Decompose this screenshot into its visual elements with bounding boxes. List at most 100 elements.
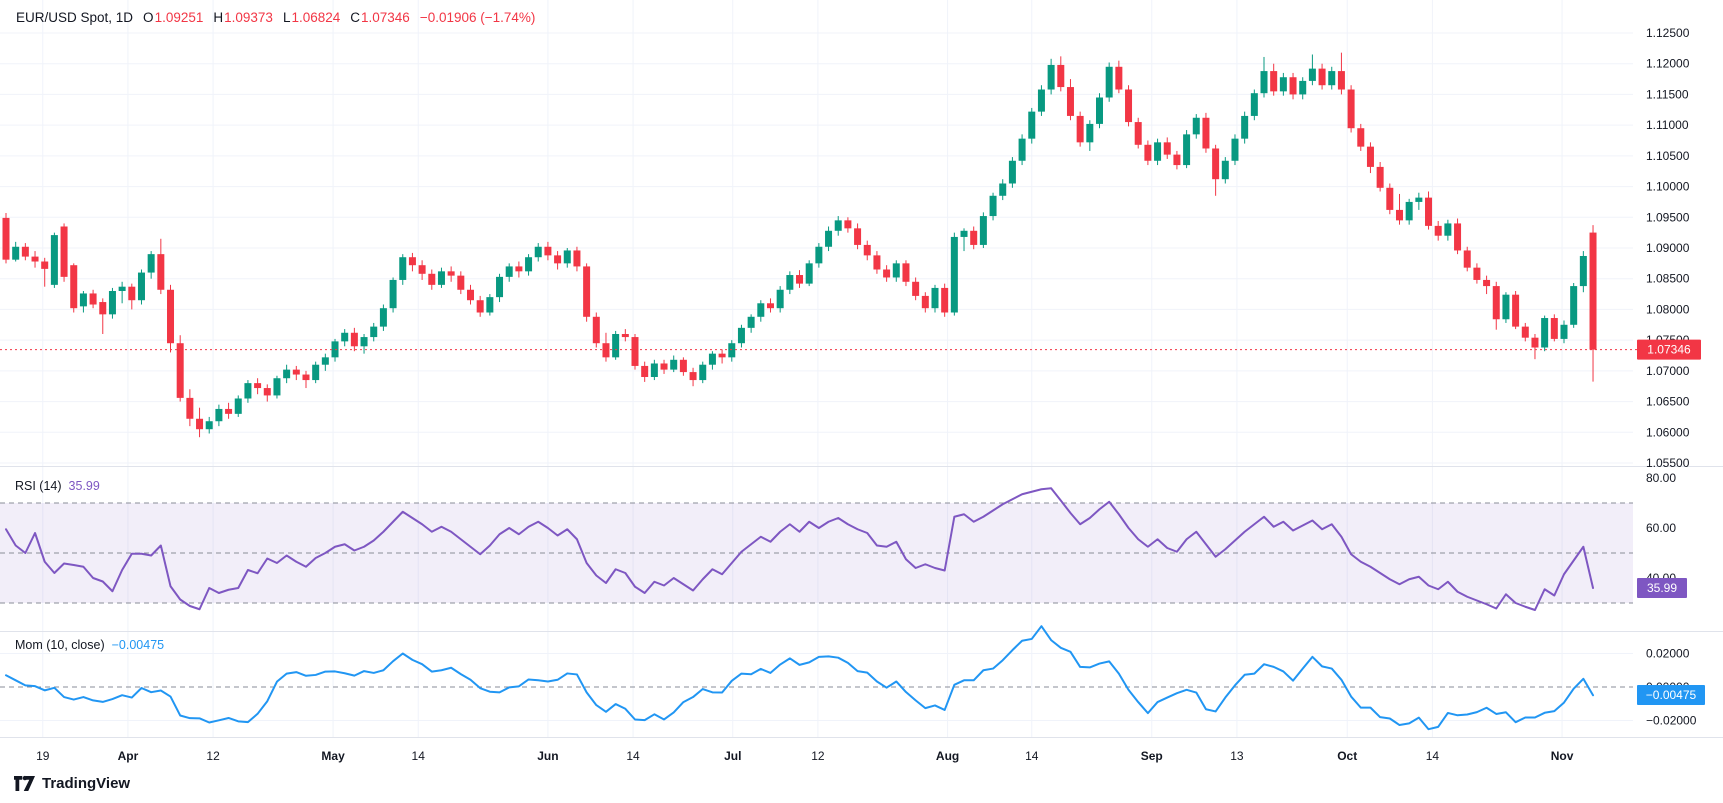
candle-body[interactable] xyxy=(283,369,291,379)
candle-body[interactable] xyxy=(854,228,862,245)
candle-body[interactable] xyxy=(592,316,600,344)
candle-body[interactable] xyxy=(1337,71,1345,90)
candle-body[interactable] xyxy=(670,359,678,370)
candle-body[interactable] xyxy=(1018,138,1026,161)
candle-body[interactable] xyxy=(1270,71,1278,92)
candle-body[interactable] xyxy=(641,365,649,377)
candle-body[interactable] xyxy=(12,246,20,260)
candle-body[interactable] xyxy=(660,363,668,370)
momentum-line[interactable] xyxy=(5,625,1595,731)
candle-body[interactable] xyxy=(1541,318,1549,348)
candle-body[interactable] xyxy=(50,235,58,285)
candle-body[interactable] xyxy=(225,408,233,414)
candle-body[interactable] xyxy=(1008,160,1016,184)
candle-body[interactable] xyxy=(389,279,397,309)
candle-body[interactable] xyxy=(147,254,155,273)
candle-body[interactable] xyxy=(1308,68,1316,81)
candle-body[interactable] xyxy=(254,383,262,389)
candle-body[interactable] xyxy=(167,289,175,344)
candle-body[interactable] xyxy=(21,246,29,257)
candle-body[interactable] xyxy=(1105,66,1113,98)
rsi-line[interactable] xyxy=(5,487,1595,611)
tradingview-watermark[interactable]: TradingView xyxy=(14,775,130,792)
candle-body[interactable] xyxy=(1154,142,1162,161)
candle-body[interactable] xyxy=(941,287,949,313)
candle-body[interactable] xyxy=(892,263,900,278)
candle-body[interactable] xyxy=(1483,279,1491,287)
candle-body[interactable] xyxy=(1299,80,1307,95)
candle-body[interactable] xyxy=(825,230,833,247)
candle-body[interactable] xyxy=(921,295,929,309)
candle-body[interactable] xyxy=(902,263,910,282)
candle-body[interactable] xyxy=(1047,64,1055,90)
candle-body[interactable] xyxy=(747,316,755,328)
candle-body[interactable] xyxy=(844,220,852,229)
candle-body[interactable] xyxy=(728,343,736,358)
candle-body[interactable] xyxy=(263,388,271,396)
momentum-indicator-title[interactable]: Mom (10, close) xyxy=(15,638,105,652)
candle-body[interactable] xyxy=(1434,225,1442,236)
candle-body[interactable] xyxy=(1260,71,1268,94)
candle-body[interactable] xyxy=(1231,138,1239,161)
symbol-legend[interactable]: EUR/USD Spot, 1D O 1.09251 H 1.09373 L 1.06… xyxy=(16,10,535,25)
candle-body[interactable] xyxy=(805,263,813,284)
time-scale-drag-zone[interactable] xyxy=(0,737,1723,770)
candle-body[interactable] xyxy=(496,276,504,298)
candle-body[interactable] xyxy=(408,257,416,266)
candle-body[interactable] xyxy=(1202,117,1210,149)
candle-body[interactable] xyxy=(515,266,523,272)
candle-body[interactable] xyxy=(863,244,871,256)
candle-body[interactable] xyxy=(1318,68,1326,86)
candle-body[interactable] xyxy=(137,272,145,301)
candle-body[interactable] xyxy=(1589,232,1597,350)
candle-body[interactable] xyxy=(1192,117,1200,135)
candle-body[interactable] xyxy=(631,337,639,366)
candle-body[interactable] xyxy=(650,363,658,377)
candle-body[interactable] xyxy=(486,297,494,313)
candle-body[interactable] xyxy=(583,266,591,317)
candle-body[interactable] xyxy=(931,287,939,309)
candle-body[interactable] xyxy=(476,300,484,313)
candle-body[interactable] xyxy=(505,266,513,277)
candle-body[interactable] xyxy=(244,383,252,399)
candle-body[interactable] xyxy=(1086,123,1094,143)
candle-body[interactable] xyxy=(1550,318,1558,339)
candle-body[interactable] xyxy=(1512,294,1520,327)
candle-body[interactable] xyxy=(379,308,387,327)
candle-body[interactable] xyxy=(534,246,542,258)
candle-body[interactable] xyxy=(970,230,978,245)
candle-body[interactable] xyxy=(1502,294,1510,320)
candle-body[interactable] xyxy=(1473,267,1481,280)
candle-body[interactable] xyxy=(360,337,368,347)
candle-body[interactable] xyxy=(1173,154,1181,166)
candle-body[interactable] xyxy=(196,418,204,430)
candle-body[interactable] xyxy=(1115,66,1123,90)
candle-body[interactable] xyxy=(1463,250,1471,268)
candle-body[interactable] xyxy=(370,326,378,338)
candle-body[interactable] xyxy=(1531,337,1539,348)
candle-body[interactable] xyxy=(1144,144,1152,161)
candle-body[interactable] xyxy=(1066,87,1074,116)
candle-body[interactable] xyxy=(999,183,1007,196)
candle-body[interactable] xyxy=(41,261,49,269)
candle-body[interactable] xyxy=(1134,122,1142,145)
candle-body[interactable] xyxy=(428,273,436,285)
candle-body[interactable] xyxy=(573,250,581,267)
candle-body[interactable] xyxy=(70,265,78,309)
candle-body[interactable] xyxy=(321,357,329,365)
candle-body[interactable] xyxy=(612,333,620,358)
candle-body[interactable] xyxy=(950,236,958,313)
candle-body[interactable] xyxy=(60,226,68,277)
candle-body[interactable] xyxy=(776,289,784,309)
candle-body[interactable] xyxy=(689,372,697,381)
candle-body[interactable] xyxy=(1405,201,1413,221)
candle-body[interactable] xyxy=(554,255,562,264)
time-axis[interactable]: 19 Apr 12 May 14 Jun 14 Jul 12 Aug 14 Sep 13 Oct 14 Nov xyxy=(36,749,1574,763)
candle-body[interactable] xyxy=(708,353,716,365)
candle-body[interactable] xyxy=(1425,197,1433,226)
candle-body[interactable] xyxy=(1241,115,1249,139)
candle-body[interactable] xyxy=(31,256,39,262)
candle-body[interactable] xyxy=(960,230,968,237)
candle-body[interactable] xyxy=(118,286,126,291)
